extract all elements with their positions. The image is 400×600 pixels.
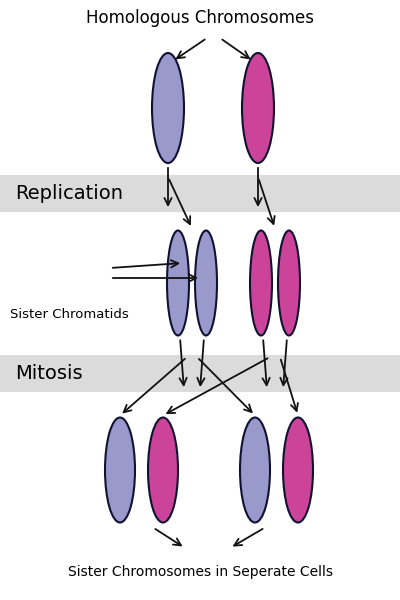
Text: Replication: Replication [15, 184, 123, 203]
Bar [0, 175, 400, 212]
Ellipse shape [195, 230, 217, 335]
Ellipse shape [250, 230, 272, 335]
Ellipse shape [283, 418, 313, 523]
Text: Mitosis: Mitosis [15, 364, 83, 383]
Ellipse shape [148, 418, 178, 523]
Text: Sister Chromosomes in Seperate Cells: Sister Chromosomes in Seperate Cells [68, 565, 332, 579]
Ellipse shape [242, 53, 274, 163]
Ellipse shape [105, 418, 135, 523]
Text: Homologous Chromosomes: Homologous Chromosomes [86, 9, 314, 27]
Ellipse shape [152, 53, 184, 163]
Ellipse shape [240, 418, 270, 523]
Bar [0, 355, 400, 392]
Text: Sister Chromatids: Sister Chromatids [10, 308, 129, 322]
Ellipse shape [167, 230, 189, 335]
Ellipse shape [278, 230, 300, 335]
